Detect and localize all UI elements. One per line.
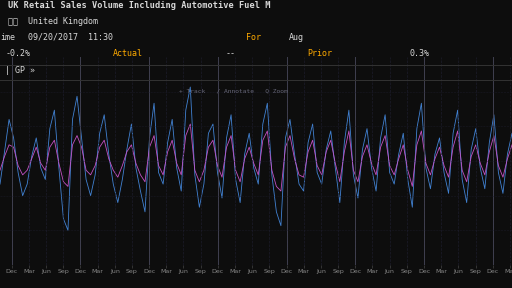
Text: UK Retail Sales Volume Including Automotive Fuel M: UK Retail Sales Volume Including Automot… (8, 1, 270, 10)
Text: Aug: Aug (289, 33, 304, 42)
Text: 0.3%: 0.3% (410, 49, 430, 58)
Text: For: For (246, 33, 261, 42)
Text: Prior: Prior (307, 49, 332, 58)
Text: + Track   / Annotate   Q Zoom: + Track / Annotate Q Zoom (179, 88, 288, 93)
Text: ime: ime (0, 33, 15, 42)
Text: 09/20/2017  11:30: 09/20/2017 11:30 (28, 33, 113, 42)
Text: 🇬🇧  United Kingdom: 🇬🇧 United Kingdom (8, 17, 98, 26)
Text: --: -- (225, 49, 236, 58)
Text: Actual: Actual (113, 49, 143, 58)
Text: | GP »: | GP » (5, 66, 35, 75)
Text: -0.2%: -0.2% (5, 49, 30, 58)
